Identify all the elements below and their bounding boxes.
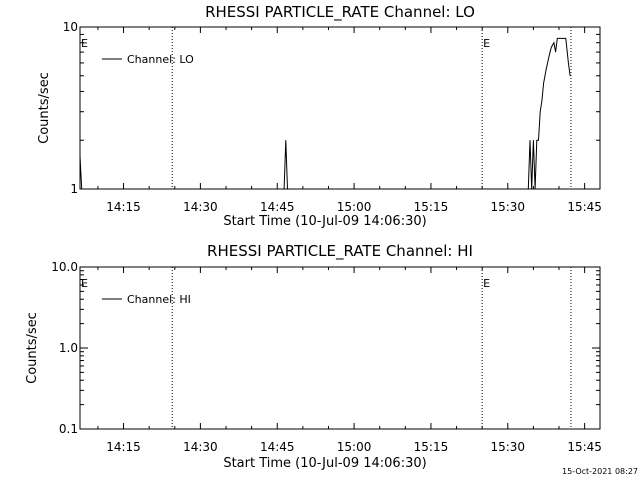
x-tick-label: 14:30 <box>183 440 218 454</box>
x-tick-label: 14:45 <box>260 200 295 214</box>
x-tick-label: 15:15 <box>414 200 449 214</box>
plot-frame-lo <box>79 26 601 190</box>
edge-marker-label: E <box>81 37 88 50</box>
x-tick-label: 15:00 <box>337 200 372 214</box>
y-tick-label: 0.1 <box>59 422 78 436</box>
y-axis-label-lo: Counts/sec <box>37 72 52 144</box>
x-tick-label: 14:45 <box>260 440 295 454</box>
y-tick-label: 10.0 <box>51 260 78 274</box>
x-tick-label: 14:15 <box>106 440 141 454</box>
chart-title-lo: RHESSI PARTICLE_RATE Channel: LO <box>205 3 475 22</box>
chart-panel-lo: RHESSI PARTICLE_RATE Channel: LO 14:15 14:… <box>37 3 602 229</box>
chart-panel-hi: RHESSI PARTICLE_RATE Channel: HI 14:15 14:… <box>25 242 602 471</box>
footer-timestamp: 15-Oct-2021 08:27 <box>562 467 638 476</box>
plot-frame-hi <box>79 266 601 430</box>
x-tick-label: 15:00 <box>337 440 372 454</box>
event-marker-label: E <box>483 277 490 290</box>
x-tick-label: 15:30 <box>490 200 525 214</box>
series-line-lo <box>79 37 571 190</box>
x-tick-label: 15:15 <box>414 440 449 454</box>
y-tick-label: 1 <box>70 182 78 196</box>
legend-entry-hi: Channel: HI <box>127 293 191 306</box>
x-axis-label-hi: Start Time (10-Jul-09 14:06:30) <box>223 456 426 471</box>
x-tick-label: 14:15 <box>106 200 141 214</box>
x-axis-label-lo: Start Time (10-Jul-09 14:06:30) <box>223 214 426 229</box>
chart-title-hi: RHESSI PARTICLE_RATE Channel: HI <box>207 242 473 261</box>
y-tick-label: 1.0 <box>59 341 78 355</box>
x-tick-label: 15:30 <box>490 440 525 454</box>
edge-marker-label: E <box>81 277 88 290</box>
event-marker-label: E <box>483 37 490 50</box>
y-tick-label: 10 <box>63 20 78 34</box>
y-axis-label-hi: Counts/sec <box>25 312 40 384</box>
x-tick-label: 15:45 <box>567 440 602 454</box>
legend-entry-lo: Channel: LO <box>127 53 194 66</box>
x-tick-label: 14:30 <box>183 200 218 214</box>
x-tick-label: 15:45 <box>567 200 602 214</box>
